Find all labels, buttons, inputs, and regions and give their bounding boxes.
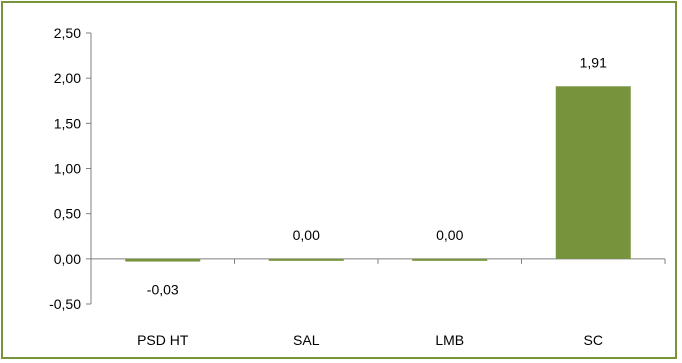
category-label: SAL	[293, 332, 320, 348]
data-label: 0,00	[293, 227, 320, 243]
y-tick-label: 0,50	[54, 206, 81, 222]
x-axis: PSD HT SAL LMB SC	[90, 258, 666, 348]
bars	[125, 86, 631, 262]
data-label: 0,00	[436, 227, 463, 243]
y-tick-label: -0,50	[49, 296, 81, 312]
y-tick-label: 2,00	[54, 70, 81, 86]
y-tick-label: 0,00	[54, 251, 81, 267]
data-labels: -0,03 0,00 0,00 1,91	[147, 54, 607, 297]
data-label: -0,03	[147, 282, 179, 298]
bar	[555, 86, 631, 259]
y-tick-label: 1,00	[54, 161, 81, 177]
category-label: LMB	[435, 332, 464, 348]
y-tick-label: 1,50	[54, 115, 81, 131]
bar	[125, 258, 201, 262]
category-label: PSD HT	[137, 332, 189, 348]
category-label: SC	[584, 332, 603, 348]
y-tick-label: 2,50	[54, 25, 81, 41]
data-label: 1,91	[580, 54, 607, 70]
bar	[268, 258, 344, 261]
y-axis: 2,50 2,00 1,50 1,00 0,50 0,00 -0,50	[49, 25, 92, 312]
bar	[412, 258, 488, 261]
